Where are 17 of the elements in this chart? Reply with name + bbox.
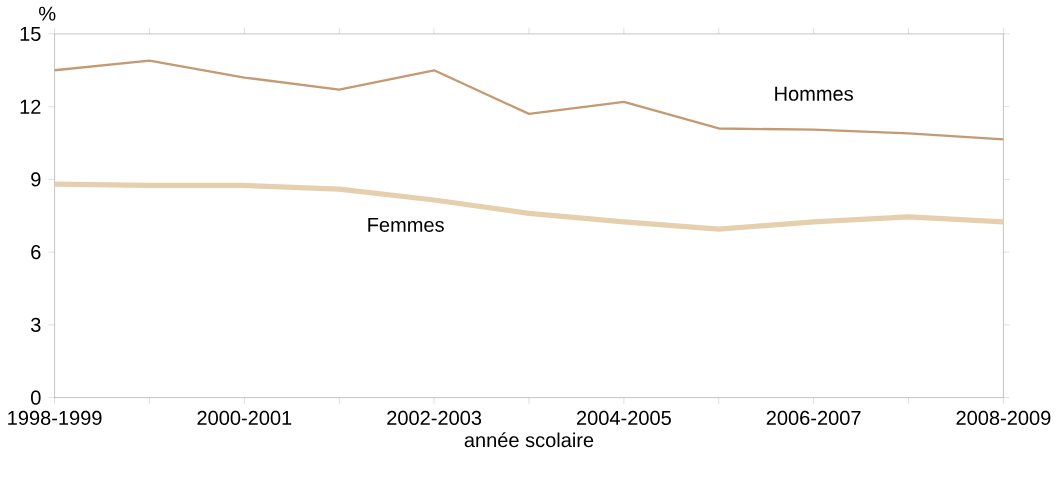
x-tick-label: 2008-2009 [956,410,1051,426]
series-label: Femmes [368,218,444,233]
x-tick-label: 2002-2003 [387,410,482,426]
series-label: Hommes [775,87,853,101]
y-axis-title: % [39,6,56,21]
x-tick-label: 2006-2007 [766,410,861,426]
y-tick-label: 12 [20,99,41,114]
y-tick-label: 9 [31,172,41,187]
x-tick-label: 2004-2005 [577,410,671,426]
y-tick-label: 3 [31,317,41,333]
x-tick-label: 2000-2001 [197,410,292,426]
x-tick-label: 1998-1999 [8,410,102,426]
y-tick-label: 6 [31,245,41,260]
y-tick-label: 15 [20,27,41,42]
line-series [53,59,1005,141]
y-tick-label: 0 [31,390,41,405]
x-axis-title: année scolaire [464,432,594,448]
